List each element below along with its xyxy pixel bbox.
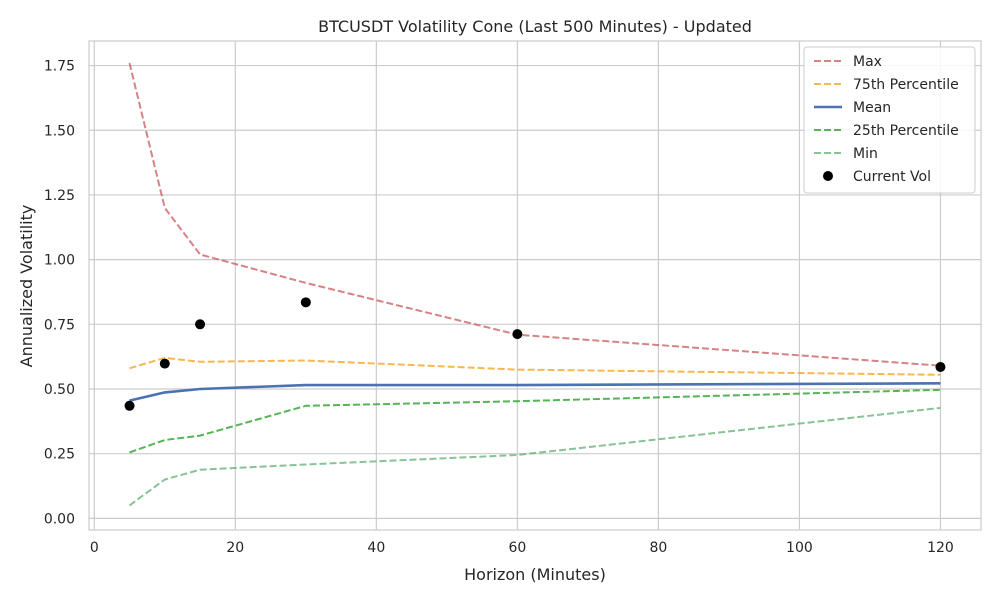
chart-title: BTCUSDT Volatility Cone (Last 500 Minute… (318, 17, 752, 36)
x-tick-label: 100 (786, 540, 813, 556)
current-vol-point (124, 400, 135, 411)
series-layer (128, 62, 941, 507)
series-line-min (128, 406, 941, 507)
x-tick-labels: 0 20 40 60 80 100 120 (90, 540, 954, 556)
x-tick-label: 20 (226, 540, 244, 556)
legend-swatch (823, 171, 833, 181)
current-vol-point (512, 329, 523, 340)
legend-label: 25th Percentile (853, 123, 959, 139)
current-vol-point (195, 319, 206, 330)
plot-frame (88, 40, 982, 531)
y-tick-label: 1.00 (44, 253, 75, 269)
legend-label: 75th Percentile (853, 77, 959, 93)
y-tick-labels: 0.00 0.25 0.50 0.75 1.00 1.25 1.50 1.75 (44, 59, 75, 528)
y-tick-label: 0.50 (44, 382, 75, 398)
legend: Max 75th Percentile Mean 25th Percentile Min… (803, 46, 976, 194)
scatter-layer (124, 297, 946, 411)
series-line-75th-percentile (129, 356, 941, 376)
current-vol-point (300, 297, 311, 308)
series-line-mean (129, 381, 941, 402)
y-tick-label: 0.25 (44, 447, 75, 463)
y-tick-label: 0.75 (44, 317, 75, 333)
x-axis-label: Horizon (Minutes) (464, 565, 606, 584)
legend-label: Current Vol (853, 169, 931, 185)
legend-entry: 25th Percentile (814, 123, 959, 139)
legend-label: Max (853, 54, 882, 70)
legend-entry: Min (814, 146, 878, 162)
y-axis-label: Annualized Volatility (17, 205, 36, 368)
y-tick-label: 1.75 (44, 59, 75, 75)
current-vol-point (935, 362, 946, 372)
x-tick-label: 60 (508, 540, 526, 556)
legend-entry: Max (814, 54, 882, 70)
y-tick-label: 0.00 (44, 511, 75, 527)
legend-items: Max 75th Percentile Mean 25th Percentile Min… (814, 54, 959, 185)
y-tick-label: 1.25 (44, 188, 75, 204)
legend-entry: 75th Percentile (814, 77, 959, 93)
x-tick-label: 80 (649, 540, 667, 556)
legend-label: Min (853, 146, 878, 162)
series-line-max (128, 62, 941, 367)
x-tick-label: 120 (927, 540, 954, 556)
current-vol-point (159, 358, 170, 369)
x-tick-label: 0 (90, 540, 99, 556)
legend-entry: Mean (814, 100, 891, 116)
x-tick-label: 40 (367, 540, 385, 556)
y-tick-label: 1.50 (44, 123, 75, 139)
legend-entry: Current Vol (823, 169, 931, 185)
series-line-25th-percentile (129, 388, 941, 454)
legend-label: Mean (853, 100, 891, 116)
legend-box (803, 46, 976, 194)
